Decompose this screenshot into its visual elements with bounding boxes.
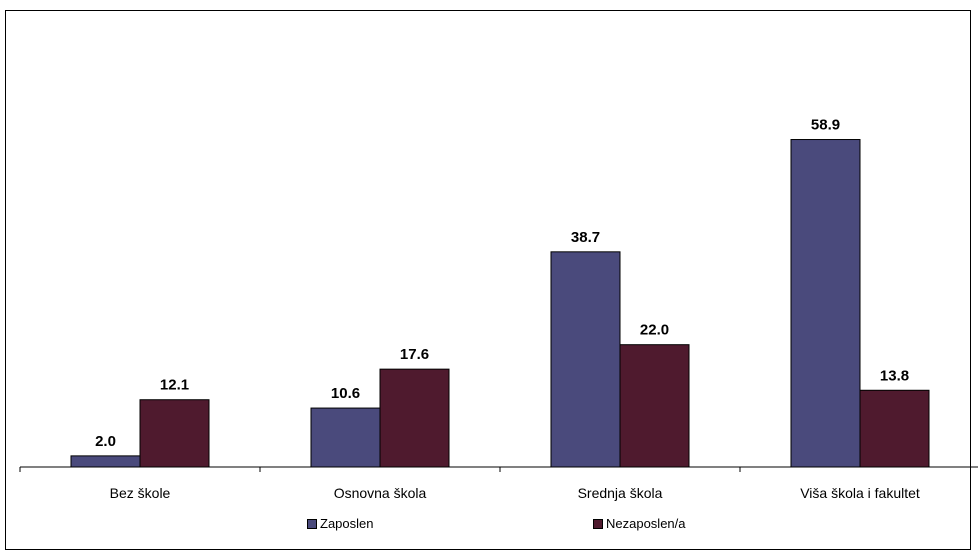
legend-label-nezaposlen: Nezaposlen/a: [606, 516, 686, 531]
bar-nezaposlen-2: [619, 344, 690, 468]
x-tick-label: Osnovna škola: [334, 485, 427, 501]
bar-zaposlen-3: [790, 139, 861, 468]
data-label: 13.8: [880, 367, 909, 384]
data-label: 17.6: [400, 346, 429, 363]
data-label: 38.7: [571, 229, 600, 246]
legend-swatch-nezaposlen: [593, 518, 603, 529]
x-tick-label: Viša škola i fakultet: [800, 485, 920, 501]
data-label: 22.0: [640, 322, 669, 339]
legend-label-zaposlen: Zaposlen: [320, 516, 374, 531]
data-label: 12.1: [160, 377, 189, 394]
data-label: 58.9: [811, 117, 840, 134]
bar-chart: 2.0 12.1 Bez škole 10.6 17.6 Osnovna škola 38.…: [19, 117, 978, 501]
legend-item-zaposlen: Zaposlen: [307, 516, 373, 531]
data-label: 10.6: [331, 385, 360, 402]
x-tick-label: Srednja škola: [578, 485, 663, 501]
legend-swatch-zaposlen: [307, 518, 317, 529]
legend-item-nezaposlen: Nezaposlen/a: [593, 516, 686, 531]
bar-zaposlen-1: [310, 407, 381, 468]
x-tick-label: Bez škole: [110, 485, 171, 501]
bar-zaposlen-0: [70, 455, 141, 468]
bar-nezaposlen-3: [859, 389, 930, 468]
bar-nezaposlen-1: [379, 368, 450, 468]
bar-nezaposlen-0: [139, 399, 210, 468]
bar-zaposlen-2: [550, 251, 621, 468]
data-label: 2.0: [95, 433, 116, 450]
